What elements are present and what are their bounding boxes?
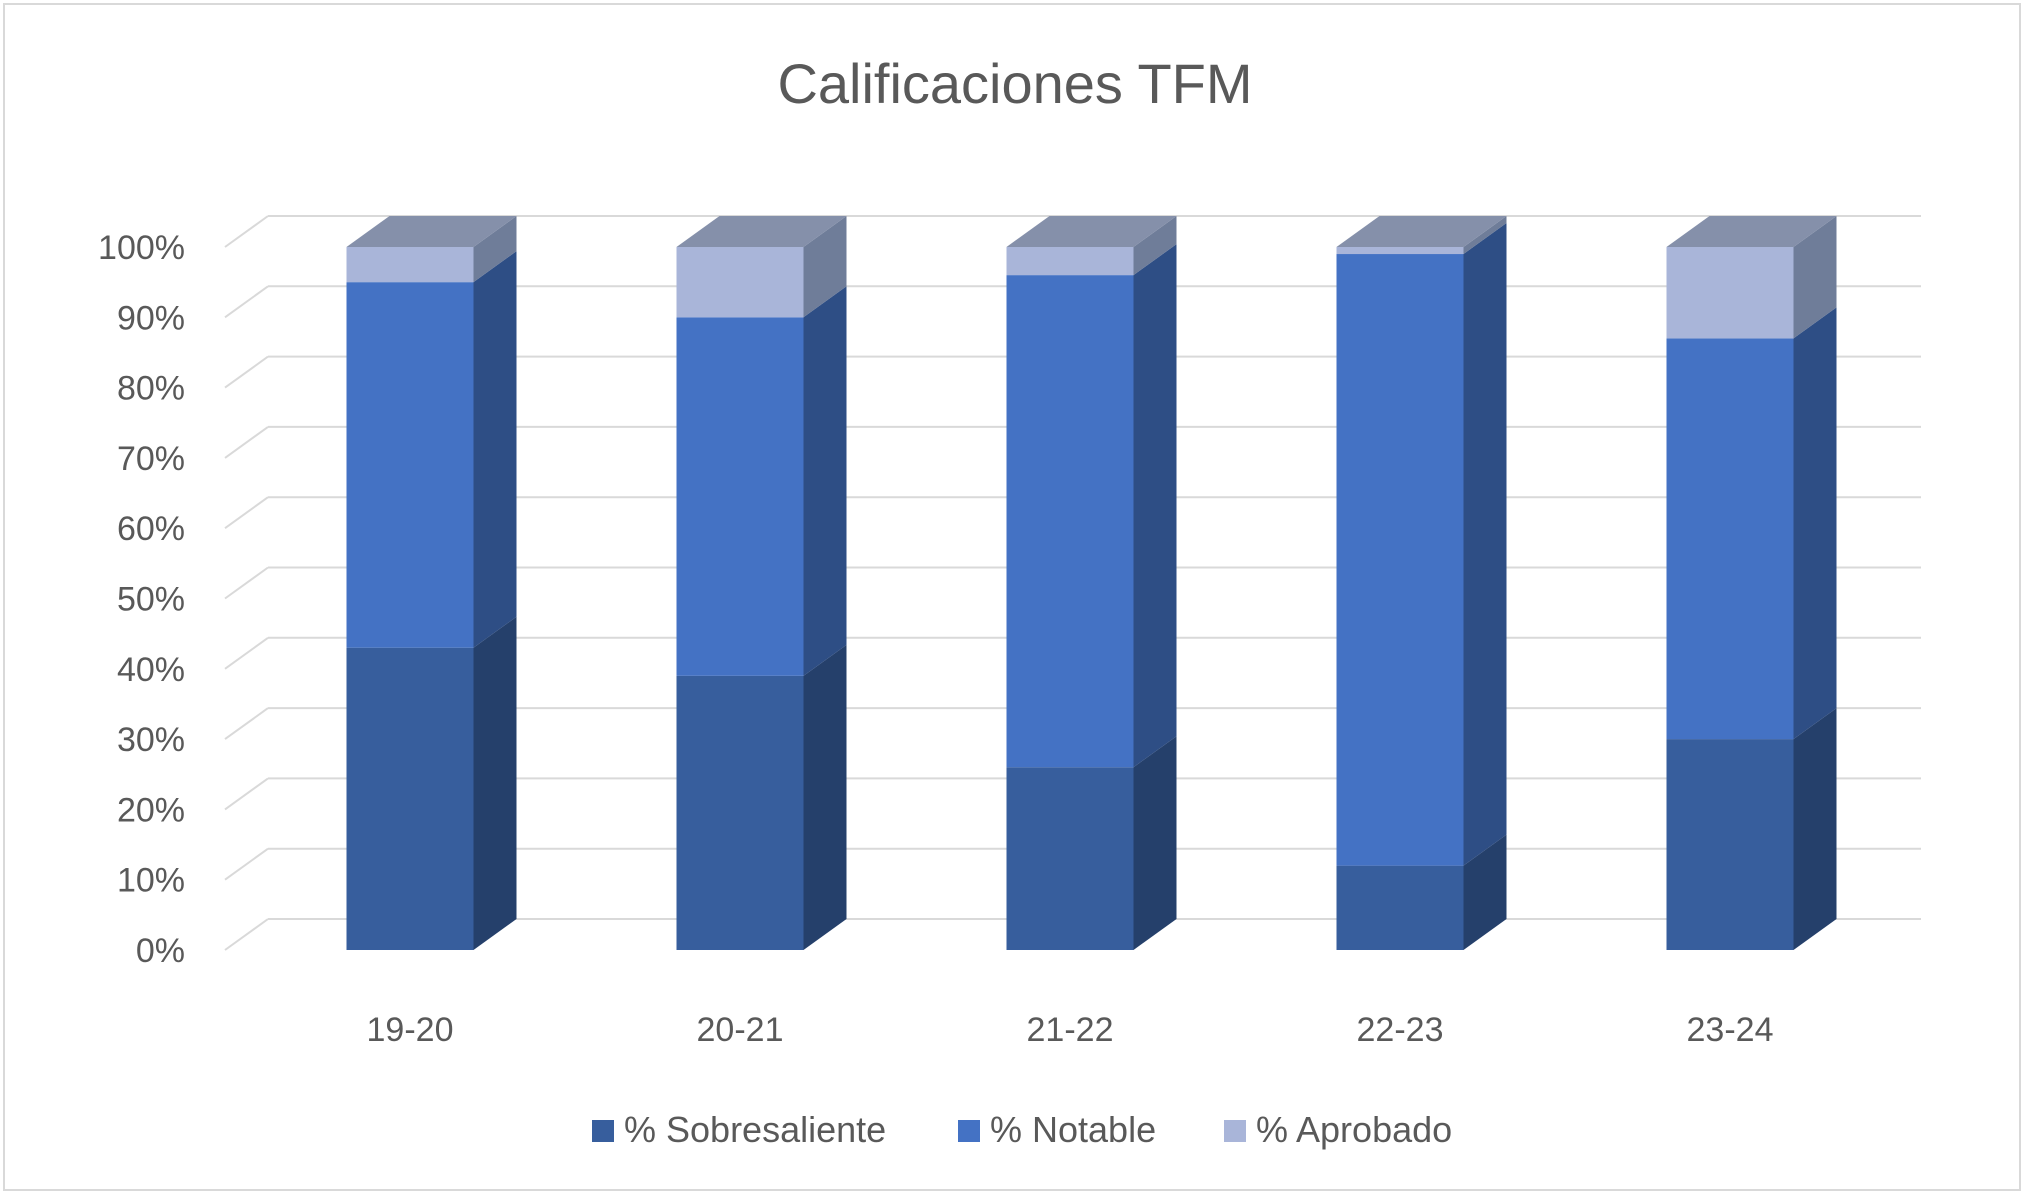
bar-segment [1336,834,1507,950]
bar-front [1336,247,1464,255]
bar-front [676,317,804,676]
gridline-side [224,777,269,811]
y-tick-label: 10% [117,862,185,900]
bar-front [346,282,474,648]
bar-segment [1666,307,1837,740]
bar-segment [1336,223,1507,866]
bar-stack-20-21 [676,216,847,950]
bar-top [1666,216,1837,247]
gridline-side [224,215,269,248]
bar-front [676,675,804,950]
bar-top [346,216,517,247]
bar-stack-23-24 [1666,216,1837,950]
bar-segment [1336,216,1507,255]
gridline-side [224,496,269,530]
bar-segment [676,216,847,318]
gridline-side [224,566,269,600]
bar-side [1793,307,1837,740]
bar-front [676,247,804,318]
bar-segment [1666,216,1837,339]
bar-side [803,286,847,676]
bar-side [1463,223,1507,866]
y-tick-label: 20% [117,791,185,829]
bar-side [473,216,517,283]
bar-stack-21-22 [1006,216,1177,950]
y-tick-label: 70% [117,440,185,478]
bar-front [1666,739,1794,950]
gridline-side [224,426,269,459]
chart-frame: Calificaciones TFM 0% 10% 20% 30% 40% 50% 60% 7… [3,3,2021,1191]
y-tick-label: 0% [136,932,185,970]
y-tick-label: 30% [117,721,185,759]
bar-side [1793,708,1837,950]
gridline-side [224,285,269,319]
y-tick-label: 80% [117,370,185,408]
bar-side [803,644,847,950]
bar-side [1793,216,1837,339]
bar-front [1336,254,1464,866]
bar-top [1006,216,1177,247]
gridline-side [224,355,269,389]
gridline-side [224,636,269,670]
bar-side [1133,244,1177,768]
bar-side [1133,736,1177,950]
bar-segment [1006,216,1177,276]
chart-bars [346,216,1837,950]
legend-swatch [592,1120,614,1142]
bar-segment [346,616,517,950]
x-tick-label: 23-24 [1687,1011,1774,1049]
bar-front [1666,338,1794,740]
y-tick-label: 60% [117,510,185,548]
gridline-side [224,847,269,881]
legend-label: % Aprobado [1256,1109,1452,1150]
legend-item: % Aprobado [1224,1109,1452,1150]
bar-segment [676,644,847,950]
x-tick-label: 19-20 [367,1011,454,1049]
bar-segment [1006,736,1177,950]
legend-label: % Notable [990,1109,1156,1150]
legend-swatch [958,1120,980,1142]
bar-front [1006,767,1134,950]
y-tick-label: 100% [98,229,185,267]
bar-front [346,647,474,950]
bar-stack-22-23 [1336,216,1507,950]
bar-side [1463,216,1507,255]
bar-front [346,247,474,283]
bar-segment [1666,708,1837,950]
x-tick-label: 22-23 [1357,1011,1444,1049]
bar-top [676,216,847,247]
bar-front [1006,275,1134,768]
bar-segment [676,286,847,676]
bar-side [803,216,847,318]
bar-side [1133,216,1177,276]
x-tick-label: 20-21 [697,1011,784,1049]
x-tick-label: 21-22 [1027,1011,1114,1049]
y-axis-ticks: 0% 10% 20% 30% 40% 50% 60% 70% 80% 90% 100% [98,229,185,970]
y-tick-label: 40% [117,651,185,689]
gridline-side [224,707,269,740]
legend-label: % Sobresaliente [624,1109,886,1150]
bar-stack-19-20 [346,216,517,950]
chart-title: Calificaciones TFM [777,52,1252,115]
bar-side [473,251,517,648]
legend-item: % Notable [958,1109,1156,1150]
bar-segment [346,251,517,648]
bar-side [1463,834,1507,950]
bar-segment [1006,244,1177,768]
gridline-side [224,918,269,951]
bar-side [473,616,517,950]
legend-swatch [1224,1120,1246,1142]
bar-top [1336,216,1507,247]
bar-front [1336,865,1464,950]
y-tick-label: 50% [117,581,185,619]
bar-front [1006,247,1134,276]
bar-segment [346,216,517,283]
chart-legend: % Sobresaliente % Notable % Aprobado [592,1109,1452,1150]
x-axis-ticks: 19-20 20-21 21-22 22-23 23-24 [367,1011,1774,1049]
bar-front [1666,247,1794,339]
y-tick-label: 90% [117,299,185,337]
legend-item: % Sobresaliente [592,1109,886,1150]
stacked-3d-bar-chart: Calificaciones TFM 0% 10% 20% 30% 40% 50% 60% 7… [98,52,1921,1150]
